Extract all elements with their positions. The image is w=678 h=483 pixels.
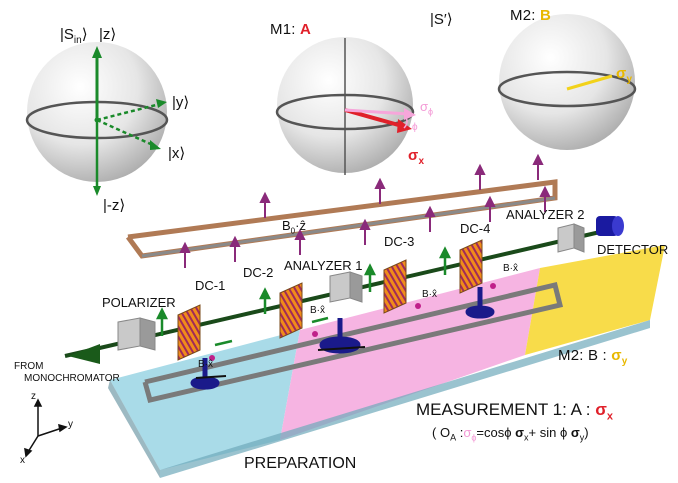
source-cone <box>68 344 100 364</box>
analyzer1-box <box>329 271 363 303</box>
formula: ( OA :σϕ=cosϕ σx+ sin ϕ σy) <box>432 425 589 443</box>
sigma-y-arrow <box>566 74 613 91</box>
sphere-right <box>497 14 637 150</box>
label-preparation: PREPARATION <box>244 455 357 472</box>
bx-markers <box>209 283 496 361</box>
label-dc4: DC-4 <box>460 221 491 236</box>
label-dc1: DC-1 <box>195 278 226 293</box>
field-label: B0·ẑ <box>282 218 306 236</box>
sigma-x-arrow <box>344 108 403 128</box>
label-dc3: DC-3 <box>384 234 415 249</box>
label-sigma-phi: σϕ <box>420 99 434 117</box>
label-y-ket: |y⟩ <box>172 94 190 111</box>
label-sin: |Sin⟩ <box>60 26 88 46</box>
label-detector: DETECTOR <box>597 242 669 257</box>
label-phi-angle: ϕ <box>412 122 418 133</box>
label-bx-dc4: B·x̂ <box>503 263 518 274</box>
field-loop <box>125 153 558 268</box>
polarizer-box <box>117 317 156 351</box>
dc2-coil <box>279 282 303 339</box>
label-z-ket: |z⟩ <box>99 26 117 43</box>
label-polarizer: POLARIZER <box>102 295 176 310</box>
label-analyzer2: ANALYZER 2 <box>506 207 585 222</box>
label-m2-stage: M2: B : σy <box>558 347 628 367</box>
spin-arrows <box>155 246 452 347</box>
detector-cylinder <box>596 216 624 236</box>
axes-triad <box>24 398 68 458</box>
label-bx-dc2: B·x̂ <box>310 305 325 316</box>
label-s-prime: |S′⟩ <box>430 11 453 28</box>
dc3-coil <box>383 259 407 314</box>
translation-arrows <box>195 346 366 379</box>
label-sigma-x: σx <box>408 147 425 167</box>
label-monochromator: MONOCHROMATOR <box>24 373 120 384</box>
sigma-phi-arrow <box>344 108 409 116</box>
label-x-ket: |x⟩ <box>168 145 186 162</box>
label-bx-dc3: B·x̂ <box>422 289 437 300</box>
label-measurement1: MEASUREMENT 1: A : σx <box>416 400 613 423</box>
axis-z-label: z <box>31 391 36 402</box>
axis-x-label: x <box>20 455 25 466</box>
x-axis-arrow <box>96 118 156 148</box>
label-analyzer1: ANALYZER 1 <box>284 258 363 273</box>
analyzer2-box <box>557 223 585 253</box>
sphere-left <box>25 42 169 196</box>
sphere-middle <box>275 37 416 175</box>
label-sigma-y: σy <box>616 65 633 85</box>
label-minus-z-ket: |-z⟩ <box>103 197 126 214</box>
label-from: FROM <box>14 361 44 372</box>
y-axis-arrow <box>96 102 161 122</box>
base-platform <box>108 245 665 478</box>
axis-y-label: y <box>68 419 73 430</box>
label-bx-dc1: B·x̂ <box>198 359 213 370</box>
dc4-coil <box>459 239 483 294</box>
m1-title: M1: A <box>270 21 312 38</box>
dc1-coil <box>177 304 201 361</box>
label-dc2: DC-2 <box>243 265 274 280</box>
m2-title: M2: B <box>510 7 552 24</box>
